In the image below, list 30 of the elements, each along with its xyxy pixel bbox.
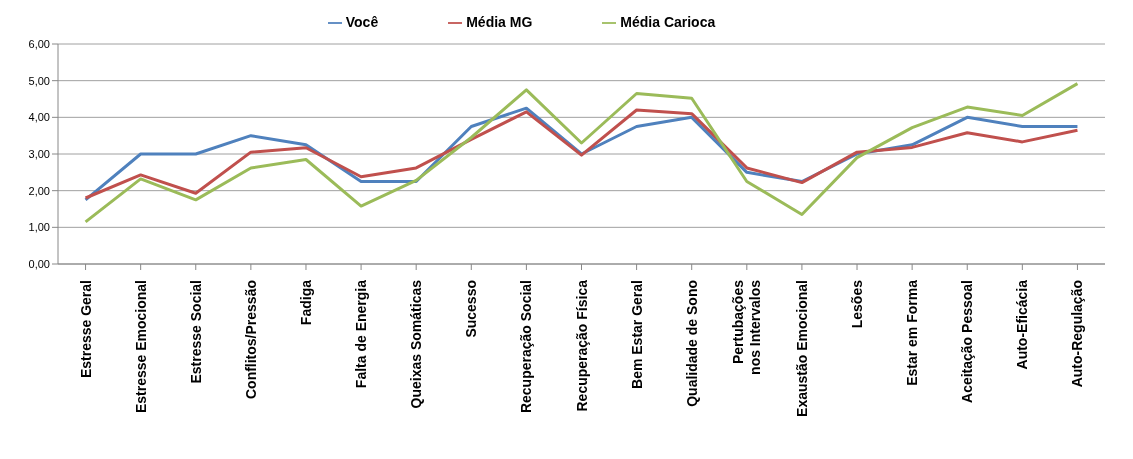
legend-label: Você: [345, 14, 379, 30]
x-tick-label: Recuperação Física: [573, 279, 590, 412]
x-tick-label: Conflitos/Pressão: [242, 280, 259, 400]
x-tick-label: Falta de Energia: [353, 279, 370, 389]
x-tick-label: Auto-Regulação: [1069, 280, 1086, 388]
line-series: [84, 82, 1079, 224]
y-tick-label: 0,00: [28, 257, 50, 270]
x-tick-label: Estresse Geral: [77, 280, 94, 379]
legend-label: Média MG: [466, 14, 533, 30]
x-tick-label: Aceitação Pessoal: [959, 280, 976, 403]
x-tick-label: Estar em Forma: [904, 279, 921, 386]
y-tick-label: 3,00: [28, 147, 50, 160]
x-tick-label: Recuperação Social: [518, 280, 535, 414]
legend-label: Média Carioca: [620, 14, 716, 30]
x-tick-label: Qualidade de Sono: [683, 280, 700, 407]
y-tick-label: 2,00: [28, 184, 50, 197]
x-tick-label: Estresse Social: [187, 280, 204, 384]
x-tick-label: Pertubações nos Intervalos: [730, 279, 764, 375]
x-tick-label: Lesões: [849, 279, 866, 329]
y-tick-label: 5,00: [28, 74, 50, 87]
x-tick-label: Exaustão Emocional: [793, 280, 810, 417]
x-tick-label: Estresse Emocional: [132, 280, 149, 414]
y-tick-label: 6,00: [28, 37, 50, 50]
x-tick-label: Fadiga: [297, 279, 314, 326]
x-tick-label: Auto-Eficácia: [1014, 279, 1031, 370]
x-tick-label: Sucesso: [463, 280, 480, 338]
y-tick-label: 1,00: [28, 221, 50, 234]
x-tick-label: Bem Estar Geral: [628, 280, 645, 389]
x-tick-label: Queixas Somáticas: [408, 279, 425, 409]
y-tick-label: 4,00: [28, 111, 50, 124]
